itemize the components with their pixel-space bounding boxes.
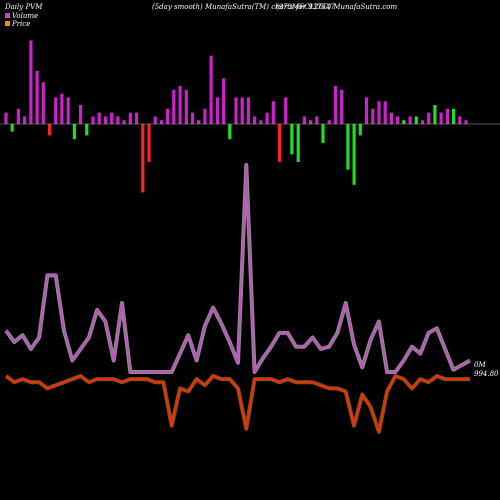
volume-bar — [72, 124, 76, 140]
volume-bar — [452, 108, 456, 124]
volume-bar — [190, 112, 195, 124]
volume-bar — [377, 101, 381, 124]
volume-bar — [321, 124, 325, 143]
volume-bar — [352, 124, 356, 185]
volume-bar — [47, 124, 52, 136]
volume-bar — [159, 120, 163, 124]
volume-bar — [420, 120, 425, 124]
volume-bar — [309, 120, 313, 124]
volume-bar — [184, 89, 188, 124]
chart-title: (5day smooth) MunafaSutra(TM) charts for… — [152, 3, 335, 11]
volume-bar — [10, 124, 14, 132]
legend-label-volume: Volume — [12, 12, 38, 20]
volume-bar — [197, 120, 201, 124]
volume-bar — [396, 116, 400, 124]
volume-bar — [433, 105, 437, 124]
volume-bar — [85, 124, 89, 136]
volume-bar — [29, 40, 33, 124]
volume-bar — [60, 93, 64, 124]
volume-bar — [141, 124, 145, 193]
volume-bar — [464, 120, 468, 124]
volume-bar — [439, 112, 443, 124]
volume-bar — [259, 120, 263, 124]
chart-header-left: Daily PVM — [4, 3, 43, 11]
volume-bar — [134, 112, 139, 124]
volume-bar — [371, 108, 375, 124]
volume-bar — [91, 116, 95, 124]
volume-bar — [402, 120, 406, 124]
volume-bar — [35, 70, 39, 124]
volume-bar — [228, 124, 232, 140]
volume-bar — [116, 116, 120, 124]
volume-bar — [222, 78, 226, 124]
volume-bar — [253, 116, 257, 124]
volume-bar — [383, 101, 387, 124]
volume-bar — [346, 124, 350, 170]
volume-bar — [215, 97, 219, 124]
volume-bar — [209, 55, 213, 124]
volume-bar — [122, 120, 126, 124]
volume-bar — [153, 116, 157, 124]
volume-bar — [284, 97, 288, 124]
legend-label-price: Price — [11, 20, 30, 28]
volume-bar — [327, 120, 331, 124]
volume-bar — [41, 82, 45, 124]
volume-bar — [445, 108, 449, 124]
volume-bar — [364, 97, 369, 124]
volume-bar — [234, 97, 238, 124]
series-lines — [4, 163, 471, 434]
volume-bar — [265, 112, 269, 124]
volume-last-label: 0M — [474, 361, 486, 369]
volume-bar — [4, 112, 8, 124]
volume-bar — [271, 101, 275, 124]
volume-bar — [414, 116, 418, 124]
volume-bar — [79, 105, 83, 124]
volume-bar — [54, 97, 58, 124]
volume-bar — [408, 116, 412, 124]
volume-line-glow — [4, 163, 471, 374]
legend-swatch-price — [5, 21, 10, 26]
volume-bar — [296, 124, 300, 162]
price-line-glow — [4, 374, 470, 434]
volume-line — [5, 164, 471, 373]
volume-bar — [128, 112, 132, 124]
price-last-label: 994.80 — [474, 370, 499, 378]
volume-bar — [315, 116, 319, 124]
volume-bar — [333, 86, 338, 124]
volume-bar — [178, 86, 182, 124]
volume-bar — [290, 124, 294, 155]
volume-bar — [246, 97, 250, 124]
volume-bar — [97, 112, 101, 124]
volume-bar — [427, 112, 431, 124]
volume-bar — [203, 108, 207, 124]
volume-bar — [166, 108, 170, 124]
volume-bar — [389, 112, 393, 124]
price-line — [5, 375, 470, 433]
chart-header-right: (973MFCL26C) MunafaSutra.com — [276, 3, 397, 11]
volume-bar — [340, 89, 344, 124]
volume-bar — [103, 116, 108, 124]
volume-bar — [110, 112, 114, 124]
volume-bar — [358, 124, 362, 136]
volume-bar — [458, 116, 462, 124]
volume-bar — [66, 97, 70, 124]
volume-bar — [23, 116, 27, 124]
legend-swatch-volume — [5, 13, 10, 18]
volume-bars — [4, 40, 468, 193]
volume-bar — [16, 108, 20, 124]
volume-bar — [172, 89, 176, 124]
volume-bar — [240, 97, 244, 124]
volume-bar — [147, 124, 151, 162]
volume-bar — [277, 124, 282, 162]
volume-bar — [302, 116, 306, 124]
